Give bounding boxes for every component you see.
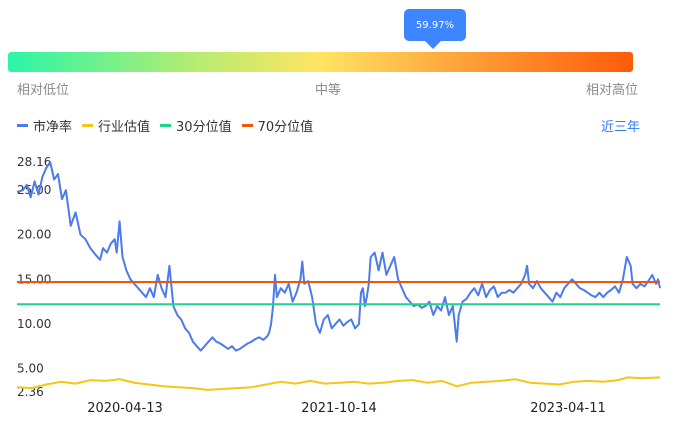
- x-tick-label-0: 2020-04-13: [87, 401, 163, 416]
- y-tick-label-3: 15.00: [17, 272, 51, 286]
- legend-swatch-industry: [82, 124, 94, 127]
- legend-item-pb[interactable]: 市净率: [17, 116, 72, 135]
- x-tick-label-2: 2023-04-11: [530, 401, 606, 416]
- x-tick-label-1: 2021-10-14: [301, 401, 377, 416]
- legend-label-p70: 70分位值: [257, 120, 314, 135]
- y-tick-label-0: 28.16: [17, 155, 51, 169]
- series-line-1: [16, 376, 661, 391]
- chart-legend: 市净率 行业估值 30分位值 70分位值: [17, 116, 323, 135]
- legend-item-p70[interactable]: 70分位值: [241, 116, 314, 135]
- series-line-0: [16, 161, 661, 352]
- percentile-value: 59.97%: [415, 19, 455, 31]
- legend-label-industry: 行业估值: [98, 120, 151, 135]
- legend-swatch-pb: [17, 124, 28, 127]
- valuation-gradient-bar: [8, 52, 633, 72]
- legend-label-pb: 市净率: [33, 120, 73, 135]
- legend-item-p30[interactable]: 30分位值: [160, 116, 232, 135]
- legend-swatch-p30: [160, 124, 172, 127]
- scale-label-low: 相对低位: [17, 83, 70, 98]
- y-tick-label-5: 5.00: [17, 361, 44, 375]
- legend-item-industry[interactable]: 行业估值: [82, 116, 150, 135]
- legend-swatch-p70: [241, 124, 253, 127]
- y-tick-label-2: 20.00: [17, 228, 51, 242]
- scale-label-mid: 中等: [315, 83, 342, 98]
- range-3y-button[interactable]: 近三年: [600, 120, 640, 135]
- percentile-marker-tip: [425, 41, 441, 49]
- legend-label-p30: 30分位值: [176, 120, 232, 135]
- scale-label-high: 相对高位: [585, 83, 638, 98]
- y-tick-label-4: 10.00: [17, 317, 51, 331]
- percentile-marker: 59.97%: [404, 9, 466, 41]
